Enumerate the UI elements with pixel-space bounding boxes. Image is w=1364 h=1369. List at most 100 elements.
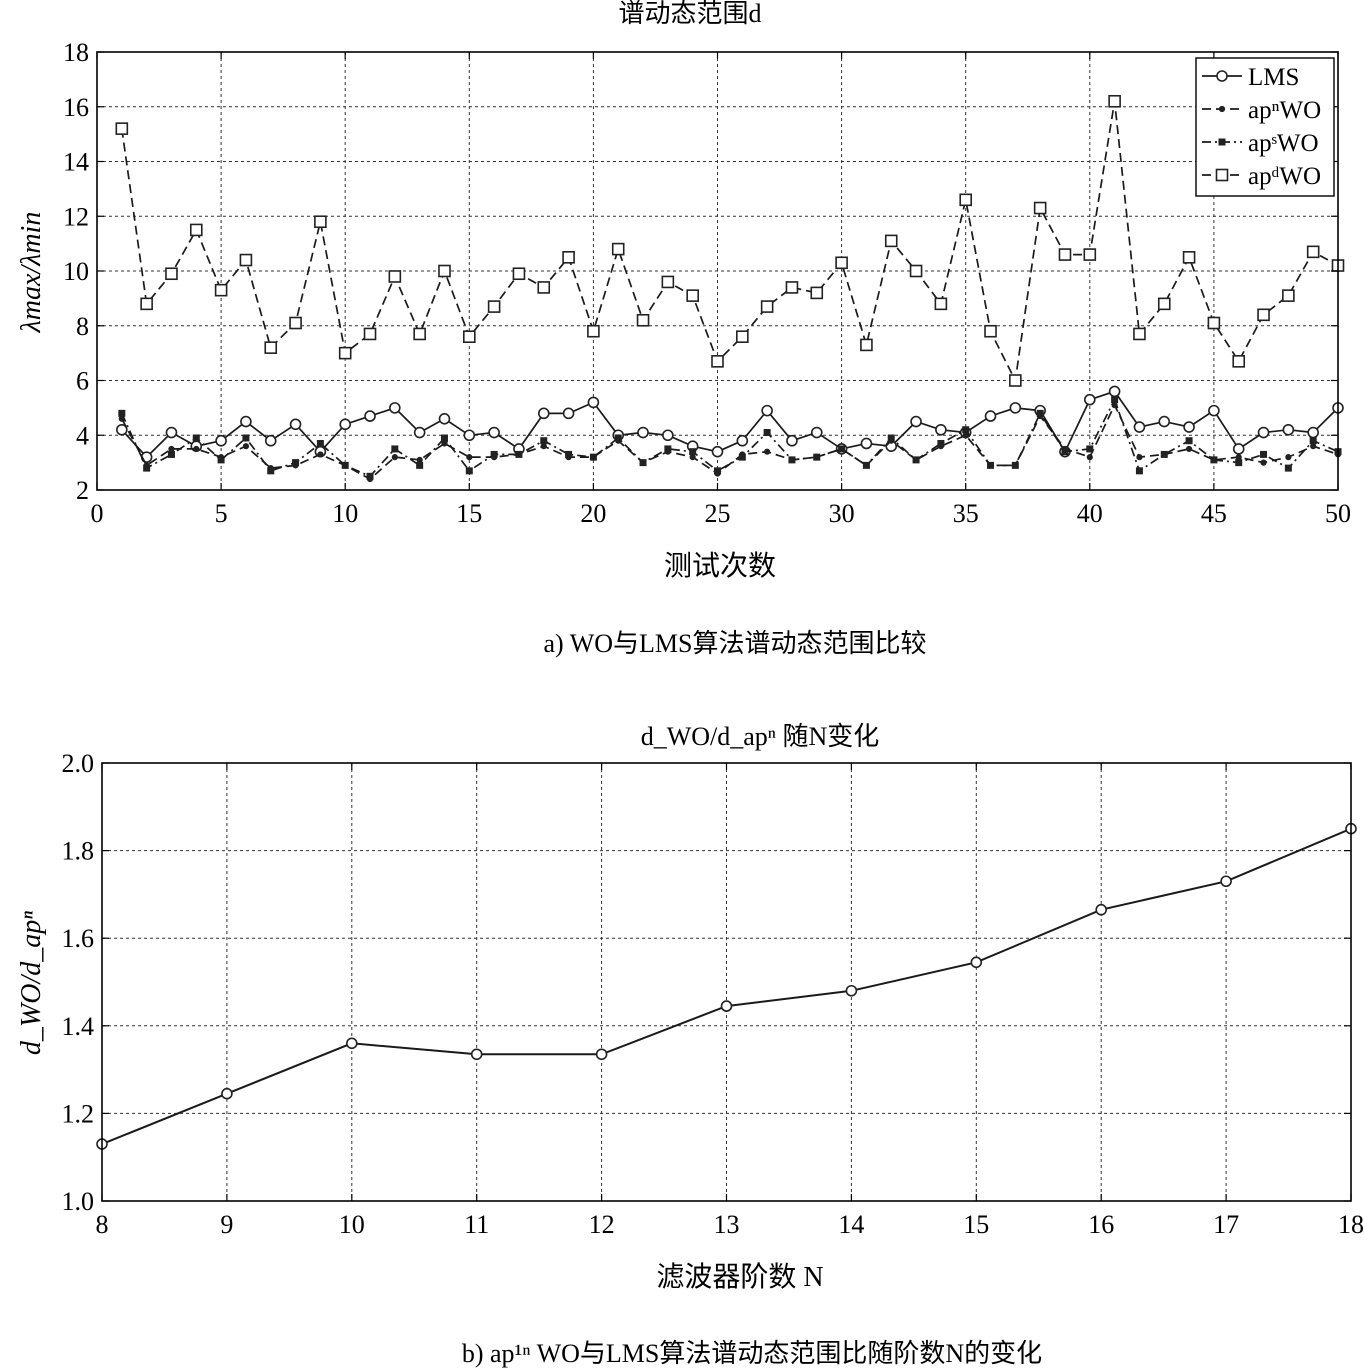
legend-label: apⁿWO <box>1248 97 1321 124</box>
x-tick-label: 18 <box>1338 1210 1364 1239</box>
chart-a: 谱动态范围d 0 5 10 15 20 25 30 35 40 45 50 2 4 6 8 10 12 14 16 1… <box>16 0 1351 658</box>
y-tick-label: 1.2 <box>62 1099 95 1128</box>
data-point <box>1210 456 1218 464</box>
data-point <box>1158 415 1171 428</box>
data-point <box>165 426 178 439</box>
data-point <box>1260 459 1267 466</box>
data-point <box>1111 396 1119 404</box>
data-point <box>1185 437 1193 445</box>
data-point <box>763 429 771 437</box>
data-point <box>1135 467 1143 475</box>
data-point <box>962 426 970 434</box>
x-tick-label: 10 <box>339 1210 365 1239</box>
x-tick-label: 10 <box>332 499 358 528</box>
data-point <box>1157 297 1171 311</box>
data-point <box>1185 445 1193 453</box>
data-point <box>1009 402 1022 414</box>
legend-marker <box>1216 70 1228 82</box>
data-point <box>589 453 597 461</box>
chart-a-legend: LMS apⁿWO apˢWO apᵈWO <box>1195 57 1335 197</box>
chart-a-y-axis-label: λmax/λmin <box>16 212 47 334</box>
data-point <box>115 122 129 135</box>
data-point <box>143 464 151 472</box>
legend-marker <box>1218 138 1226 146</box>
data-point <box>366 472 374 480</box>
data-point <box>562 251 575 264</box>
data-point <box>465 467 473 475</box>
data-point <box>1182 251 1196 264</box>
data-point <box>363 327 377 341</box>
data-point <box>1232 355 1246 368</box>
data-point <box>689 448 697 456</box>
y-tick-label: 4 <box>76 421 89 450</box>
series-line <box>120 101 1339 384</box>
series-apˢWO <box>118 396 1342 480</box>
data-point <box>118 409 126 417</box>
series-apᵈWO <box>115 94 1345 387</box>
data-point <box>1306 245 1320 259</box>
chart-b-y-axis-label: d_WO/d_apⁿ <box>16 911 47 1055</box>
data-point <box>764 448 771 455</box>
data-point <box>664 445 672 453</box>
legend-marker <box>1215 168 1229 182</box>
data-point <box>1220 875 1232 888</box>
x-tick-label: 13 <box>714 1210 740 1239</box>
data-point <box>935 423 947 436</box>
data-point <box>711 355 724 368</box>
data-point <box>1083 248 1097 261</box>
y-tick-label: 6 <box>76 367 89 396</box>
data-point <box>1108 94 1121 108</box>
data-point <box>810 286 824 300</box>
data-point <box>760 300 774 313</box>
series-line <box>121 403 1339 481</box>
data-point <box>1257 426 1270 439</box>
data-point <box>264 434 277 447</box>
data-point <box>1136 454 1143 461</box>
chart-b: d_WO/d_apⁿ 随N变化 8 9 10 11 12 13 14 15 16 17 18 1.0 1… <box>16 722 1364 1368</box>
data-point <box>587 324 600 338</box>
x-tick-label: 50 <box>1325 499 1351 528</box>
data-point <box>316 439 324 447</box>
x-tick-label: 15 <box>963 1210 989 1239</box>
data-point <box>317 451 324 458</box>
x-tick-label: 8 <box>96 1210 109 1239</box>
data-point <box>462 330 476 344</box>
series-line <box>121 390 1339 459</box>
data-point <box>214 283 228 297</box>
data-point <box>860 338 873 352</box>
series-apⁿWO <box>118 402 1342 483</box>
data-point <box>639 459 647 467</box>
y-tick-label: 12 <box>63 202 89 231</box>
data-point <box>934 297 948 311</box>
data-point <box>416 461 424 469</box>
data-point <box>192 434 200 442</box>
data-point <box>611 242 625 256</box>
chart-b-grid <box>102 763 1351 1201</box>
y-tick-label: 1.4 <box>62 1012 95 1041</box>
data-point <box>845 984 858 997</box>
data-point <box>440 434 448 442</box>
data-point <box>168 445 175 453</box>
data-point <box>239 253 253 267</box>
data-point <box>736 330 749 344</box>
x-tick-label: 17 <box>1213 1210 1239 1239</box>
data-point <box>221 1087 233 1100</box>
data-point <box>1033 201 1047 215</box>
chart-b-caption: b) ap¹ⁿ WO与LMS算法谱动态范围比随阶数N的变化 <box>462 1339 1042 1368</box>
y-tick-label: 14 <box>63 148 89 177</box>
data-point <box>1284 464 1292 472</box>
data-point <box>1232 443 1245 455</box>
data-point <box>1183 421 1195 433</box>
data-point <box>810 426 823 439</box>
data-point <box>1260 450 1268 458</box>
data-point <box>314 215 327 229</box>
data-point <box>1207 316 1221 330</box>
data-point <box>413 327 426 341</box>
legend-label: apᵈWO <box>1248 163 1321 190</box>
data-point <box>1282 423 1295 436</box>
data-point <box>193 445 200 453</box>
data-point <box>860 437 873 450</box>
data-point <box>1061 448 1069 456</box>
data-point <box>267 467 275 475</box>
data-point <box>788 456 796 464</box>
